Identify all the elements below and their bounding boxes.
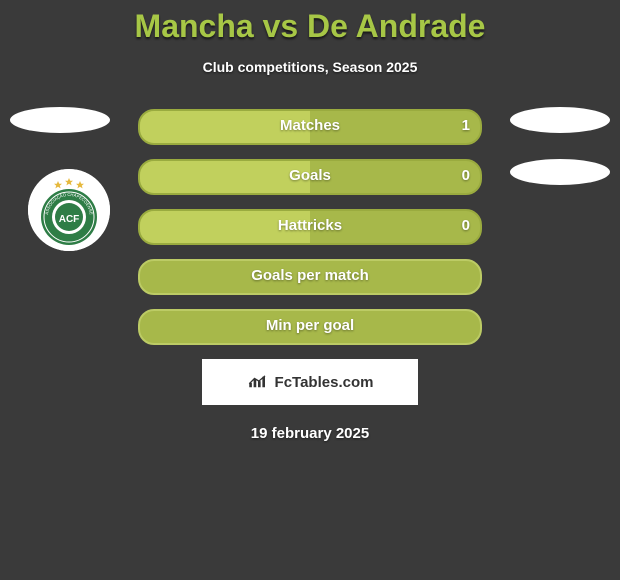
- stat-row-hattricks: Hattricks0: [138, 209, 482, 245]
- stat-rows: Matches1Goals0Hattricks0Goals per matchM…: [138, 109, 482, 345]
- page-subtitle: Club competitions, Season 2025: [0, 59, 620, 75]
- stat-value-right: 0: [462, 217, 470, 234]
- player2-photo-placeholder-1: [510, 107, 610, 133]
- stat-value-right: 1: [462, 117, 470, 134]
- stat-row-matches: Matches1: [138, 109, 482, 145]
- brand-box[interactable]: FcTables.com: [202, 359, 418, 405]
- stat-label: Goals per match: [140, 267, 480, 284]
- stat-row-goals-per-match: Goals per match: [138, 259, 482, 295]
- stat-label: Hattricks: [140, 217, 480, 234]
- bar-chart-icon: [247, 375, 269, 389]
- team-badge: ACF ASSOCIAÇÃO CHAPECOENSE: [28, 169, 110, 251]
- update-date: 19 february 2025: [0, 425, 620, 442]
- brand-text: FcTables.com: [275, 374, 374, 391]
- comparison-panel: ACF ASSOCIAÇÃO CHAPECOENSE Matches1 Goals…: [0, 109, 620, 442]
- svg-text:ACF: ACF: [59, 214, 80, 225]
- stat-row-min-per-goal: Min per goal: [138, 309, 482, 345]
- stat-row-goals: Goals0: [138, 159, 482, 195]
- player1-photo-placeholder: [10, 107, 110, 133]
- page-title: Mancha vs De Andrade: [0, 8, 620, 45]
- chapecoense-badge-icon: ACF ASSOCIAÇÃO CHAPECOENSE: [28, 169, 110, 251]
- player2-photo-placeholder-2: [510, 159, 610, 185]
- stat-label: Min per goal: [140, 317, 480, 334]
- stat-value-right: 0: [462, 167, 470, 184]
- stat-label: Goals: [140, 167, 480, 184]
- stat-label: Matches: [140, 117, 480, 134]
